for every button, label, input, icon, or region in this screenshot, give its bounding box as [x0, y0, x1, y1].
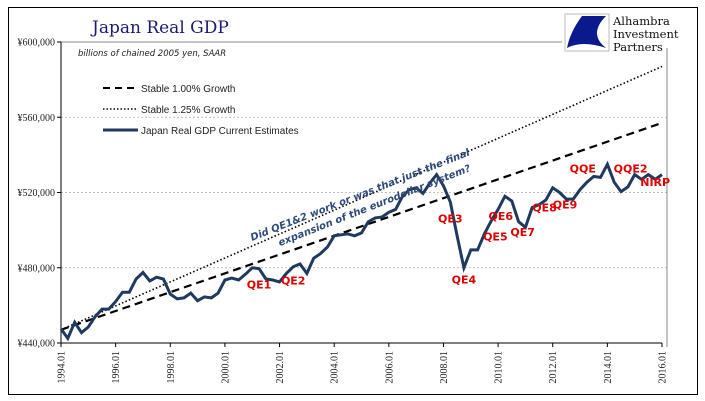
annotation-qe5: QE5 [483, 230, 508, 243]
annotation-qe1: QE1 [247, 278, 272, 291]
annotation-qe6: QE6 [489, 210, 514, 223]
x-tick-label: 2008.01 [439, 351, 450, 384]
annotation-qe7: QE7 [510, 226, 535, 239]
annotation-qe8: QE8 [532, 201, 557, 214]
chart-frame [8, 7, 698, 395]
annotation-qe3: QE3 [438, 213, 463, 226]
x-tick-label: 1998.01 [166, 351, 177, 384]
x-tick-label: 1996.01 [111, 351, 122, 384]
chart-subtitle: billions of chained 2005 yen, SAAR [78, 49, 226, 59]
series-line-1pct-growth [60, 121, 663, 331]
grid-lines [61, 41, 667, 269]
legend-label-gdp: Japan Real GDP Current Estimates [141, 126, 299, 137]
logo-line1: Alhambra [612, 14, 670, 28]
commentary-note: Did QE1&2 work or was that just the fina… [249, 147, 473, 249]
annotation-qe2: QE2 [281, 275, 306, 288]
annotation-qe4: QE4 [452, 274, 477, 287]
y-ticks: ¥600,000 ¥560,000 ¥520,000 ¥480,000 ¥440,000 [18, 38, 61, 350]
annotation-qe9: QE9 [553, 198, 578, 211]
legend-label-1pct: Stable 1.00% Growth [141, 84, 236, 95]
logo: Alhambra Investment Partners [564, 13, 679, 54]
legend: Stable 1.00% Growth Stable 1.25% Growth … [103, 84, 299, 137]
x-tick-label: 2004.01 [330, 351, 341, 384]
x-ticks: 1994.01 1996.01 1998.01 2000.01 2002.01 2004.… [57, 343, 669, 384]
legend-label-125pct: Stable 1.25% Growth [141, 105, 236, 116]
y-tick-label: ¥520,000 [18, 188, 56, 199]
y-tick-label: ¥600,000 [18, 38, 56, 49]
x-tick-label: 2014.01 [603, 351, 614, 384]
x-tick-label: 1994.01 [57, 351, 68, 384]
x-tick-label: 2012.01 [548, 351, 559, 384]
annotation-qqe: QQE [570, 163, 596, 176]
logo-mark-icon [567, 16, 606, 48]
chart-title: Japan Real GDP [90, 18, 229, 38]
note-line1: Did QE1&2 work or was that just the fina… [249, 147, 472, 243]
x-tick-label: 2002.01 [275, 351, 286, 384]
x-tick-label: 2010.01 [494, 351, 505, 384]
logo-line3: Partners [613, 40, 663, 54]
y-tick-label: ¥440,000 [18, 339, 56, 350]
x-tick-label: 2006.01 [384, 351, 395, 384]
annotation-qqe2: QQE2 [614, 163, 648, 176]
logo-line2: Investment [613, 27, 679, 41]
x-tick-label: 2016.01 [658, 351, 669, 384]
annotation-nirp: NIRP [640, 176, 670, 189]
x-tick-label: 2000.01 [220, 351, 231, 384]
series-line-gdp [59, 160, 663, 342]
series-group [59, 65, 663, 342]
note-line2: expansion of the eurodollar system? [277, 163, 473, 249]
y-tick-label: ¥560,000 [18, 113, 56, 124]
y-tick-label: ¥480,000 [18, 263, 56, 274]
